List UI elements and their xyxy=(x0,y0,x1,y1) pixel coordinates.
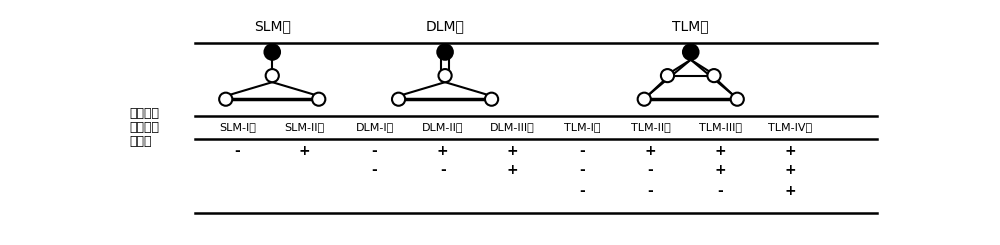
Text: -: - xyxy=(648,163,653,177)
Text: -: - xyxy=(372,163,377,177)
Text: DLM-I型: DLM-I型 xyxy=(355,122,394,133)
Text: +: + xyxy=(714,144,726,158)
Ellipse shape xyxy=(312,93,325,106)
Ellipse shape xyxy=(707,69,721,82)
Text: SLM-II型: SLM-II型 xyxy=(285,122,325,133)
Ellipse shape xyxy=(266,69,279,82)
Text: 点分支三: 点分支三 xyxy=(129,121,159,134)
Ellipse shape xyxy=(219,93,232,106)
Text: TLM-I型: TLM-I型 xyxy=(564,122,600,133)
Ellipse shape xyxy=(661,69,674,82)
Ellipse shape xyxy=(437,44,453,60)
Text: +: + xyxy=(714,163,726,177)
Text: +: + xyxy=(437,144,449,158)
Text: +: + xyxy=(784,144,796,158)
Ellipse shape xyxy=(392,93,405,106)
Text: +: + xyxy=(507,144,518,158)
Text: -: - xyxy=(440,163,446,177)
Text: -: - xyxy=(648,184,653,198)
Text: +: + xyxy=(645,144,656,158)
Text: -: - xyxy=(372,144,377,158)
Ellipse shape xyxy=(638,93,651,106)
Text: DLM型: DLM型 xyxy=(426,19,465,33)
Text: +: + xyxy=(507,163,518,177)
Text: -: - xyxy=(579,163,585,177)
Text: DLM-III型: DLM-III型 xyxy=(490,122,535,133)
Ellipse shape xyxy=(683,44,698,60)
Text: -: - xyxy=(234,144,240,158)
Ellipse shape xyxy=(438,69,452,82)
Text: +: + xyxy=(784,184,796,198)
Text: SLM型: SLM型 xyxy=(254,19,291,33)
Ellipse shape xyxy=(731,93,744,106)
Text: -: - xyxy=(579,144,585,158)
Text: TLM-II型: TLM-II型 xyxy=(631,122,670,133)
Text: +: + xyxy=(784,163,796,177)
Text: 有特殊顶: 有特殊顶 xyxy=(129,107,159,120)
Ellipse shape xyxy=(485,93,498,106)
Text: -: - xyxy=(579,184,585,198)
Text: 角基序: 角基序 xyxy=(129,135,151,148)
Text: +: + xyxy=(299,144,311,158)
Text: TLM-III型: TLM-III型 xyxy=(699,122,742,133)
Text: -: - xyxy=(717,184,723,198)
Ellipse shape xyxy=(264,44,280,60)
Text: SLM-I型: SLM-I型 xyxy=(219,122,256,133)
Text: DLM-II型: DLM-II型 xyxy=(422,122,464,133)
Text: TLM-IV型: TLM-IV型 xyxy=(768,122,812,133)
Text: TLM型: TLM型 xyxy=(672,19,709,33)
